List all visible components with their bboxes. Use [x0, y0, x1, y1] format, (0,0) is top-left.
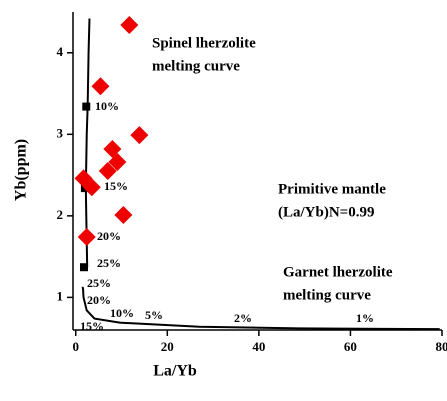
- diamond-marker: [130, 126, 149, 145]
- annotation: 25%: [97, 256, 121, 270]
- x-axis-label: La/Yb: [153, 363, 197, 380]
- annotation: melting curve: [152, 58, 240, 74]
- annotation: 10%: [95, 99, 119, 113]
- annotation: 2%: [234, 311, 252, 325]
- diamond-marker: [77, 228, 96, 247]
- square-marker: [82, 102, 91, 111]
- annotation: 15%: [104, 179, 128, 193]
- square-marker: [79, 263, 88, 272]
- diamond-marker: [91, 77, 110, 96]
- annotation: 1%: [356, 311, 374, 325]
- diamond-marker: [98, 162, 117, 180]
- y-tick-label: 1: [57, 288, 64, 303]
- diamond-marker: [82, 178, 101, 197]
- y-tick-label: 2: [57, 207, 64, 222]
- annotation: Garnet lherzolite: [283, 264, 393, 280]
- diamond-marker: [103, 139, 122, 158]
- curve: [84, 18, 91, 268]
- annotation: 10%: [110, 306, 134, 320]
- annotation: 25%: [87, 276, 111, 290]
- x-tick-label: 80: [436, 339, 447, 354]
- annotation: (La/Yb)N=0.99: [278, 204, 374, 220]
- x-tick-label: 0: [72, 339, 79, 354]
- x-tick-label: 40: [252, 339, 265, 354]
- annotation: melting curve: [283, 287, 371, 303]
- annotation: Primitive mantle: [278, 181, 386, 197]
- annotation: 20%: [97, 229, 121, 243]
- x-tick-label: 20: [161, 339, 174, 354]
- y-tick-label: 4: [57, 44, 64, 59]
- y-tick-label: 3: [57, 125, 64, 140]
- diamond-marker: [120, 16, 139, 35]
- x-tick-label: 60: [344, 339, 357, 354]
- curve: [81, 286, 440, 331]
- annotation: 20%: [87, 293, 111, 307]
- annotation: Spinel lherzolite: [152, 35, 256, 51]
- diamond-marker: [108, 153, 127, 172]
- annotation: 5%: [145, 308, 163, 322]
- y-axis-label: Yb(ppm): [13, 139, 30, 201]
- diamond-marker: [114, 206, 133, 225]
